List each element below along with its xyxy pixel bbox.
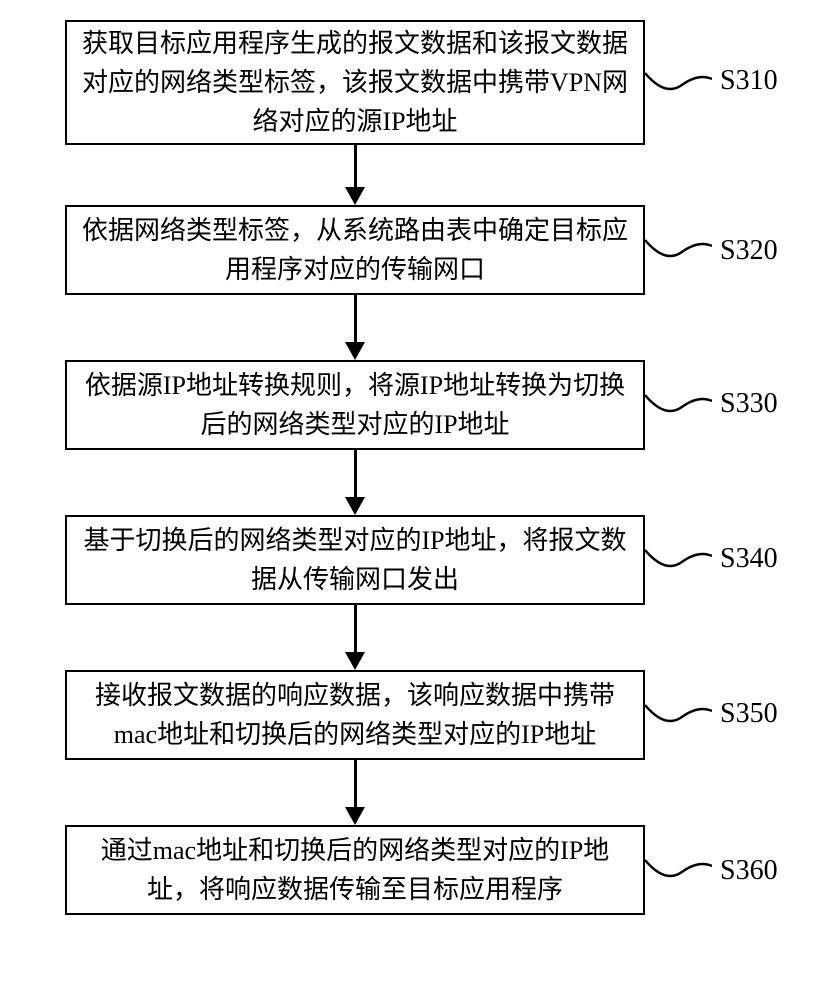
flow-arrow-line (354, 760, 357, 807)
flow-step-box: 依据网络类型标签，从系统路由表中确定目标应用程序对应的传输网口 (65, 205, 645, 295)
flow-arrow-line (354, 605, 357, 652)
flow-step-label: S340 (720, 543, 778, 575)
label-connector-curve (645, 380, 712, 430)
flow-arrow-line (354, 145, 357, 187)
flow-arrow-head (345, 342, 365, 360)
flow-arrow-head (345, 497, 365, 515)
label-connector-curve (645, 225, 712, 275)
flow-step-box: 通过mac地址和切换后的网络类型对应的IP地址，将响应数据传输至目标应用程序 (65, 825, 645, 915)
flow-step-text: 依据源IP地址转换规则，将源IP地址转换为切换后的网络类型对应的IP地址 (81, 366, 629, 444)
label-connector-curve (645, 845, 712, 895)
flow-step-label: S360 (720, 855, 778, 887)
flow-step-text: 依据网络类型标签，从系统路由表中确定目标应用程序对应的传输网口 (81, 211, 629, 289)
label-connector-curve (645, 535, 712, 585)
flow-arrow-head (345, 652, 365, 670)
label-connector-curve (645, 690, 712, 740)
flow-step-label: S330 (720, 388, 778, 420)
flow-arrow-line (354, 450, 357, 497)
flow-arrow-head (345, 187, 365, 205)
flow-step-text: 通过mac地址和切换后的网络类型对应的IP地址，将响应数据传输至目标应用程序 (81, 831, 629, 909)
flow-arrow-head (345, 807, 365, 825)
flow-step-text: 基于切换后的网络类型对应的IP地址，将报文数据从传输网口发出 (81, 521, 629, 599)
flow-step-box: 基于切换后的网络类型对应的IP地址，将报文数据从传输网口发出 (65, 515, 645, 605)
flow-step-label: S350 (720, 698, 778, 730)
flow-step-box: 接收报文数据的响应数据，该响应数据中携带mac地址和切换后的网络类型对应的IP地… (65, 670, 645, 760)
flow-step-text: 接收报文数据的响应数据，该响应数据中携带mac地址和切换后的网络类型对应的IP地… (81, 676, 629, 754)
flow-step-box: 获取目标应用程序生成的报文数据和该报文数据对应的网络类型标签，该报文数据中携带V… (65, 20, 645, 145)
flow-step-box: 依据源IP地址转换规则，将源IP地址转换为切换后的网络类型对应的IP地址 (65, 360, 645, 450)
flow-step-label: S320 (720, 235, 778, 267)
label-connector-curve (645, 58, 712, 108)
flow-arrow-line (354, 295, 357, 342)
flow-step-text: 获取目标应用程序生成的报文数据和该报文数据对应的网络类型标签，该报文数据中携带V… (81, 24, 629, 141)
flow-step-label: S310 (720, 65, 778, 97)
